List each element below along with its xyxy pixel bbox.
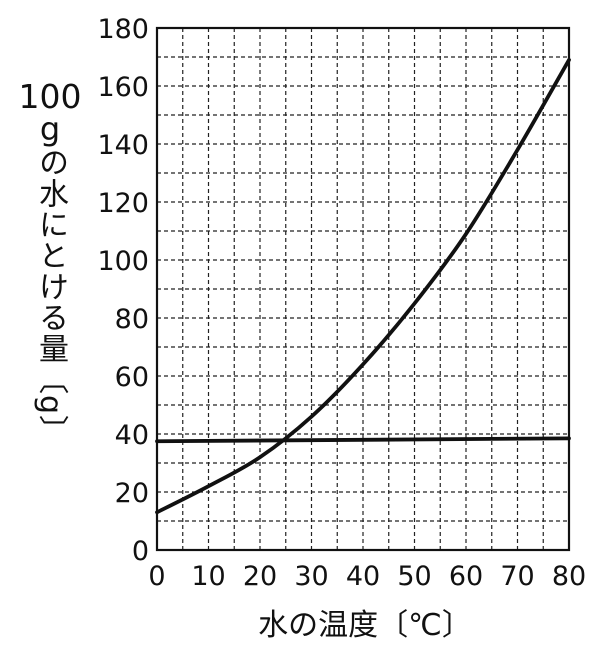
y-tick-label: 0 — [132, 536, 149, 567]
plot-frame — [155, 26, 571, 552]
series-line-2 — [155, 436, 571, 444]
x-tick-label: 50 — [397, 561, 431, 592]
y-tick-label: 80 — [115, 304, 149, 335]
x-tick-label: 40 — [346, 561, 380, 592]
y-tick-label: 180 — [97, 14, 149, 45]
x-tick-label: 0 — [148, 561, 165, 592]
x-tick-label: 30 — [294, 561, 328, 592]
x-tick-label: 60 — [449, 561, 483, 592]
y-tick-label: 140 — [97, 130, 149, 161]
y-axis-label: 100 g の水にとける量〔g〕 — [10, 80, 90, 446]
x-tick-label: 20 — [243, 561, 277, 592]
x-axis-label: 水の温度〔℃〕 — [258, 608, 472, 643]
x-tick-label: 70 — [500, 561, 534, 592]
y-tick-label: 120 — [97, 188, 149, 219]
y-axis-label-number: 100 — [18, 77, 82, 116]
y-tick-label: 160 — [97, 72, 149, 103]
x-tick-label: 80 — [552, 561, 586, 592]
y-tick-label: 40 — [115, 420, 149, 451]
series-line-1 — [155, 58, 571, 515]
y-tick-label: 60 — [115, 362, 149, 393]
y-axis-label-unit: g — [39, 110, 61, 148]
x-tick-label: 10 — [191, 561, 225, 592]
y-tick-label: 100 — [97, 246, 149, 277]
y-tick-label: 20 — [115, 478, 149, 509]
y-axis-label-text: の水にとける量〔g〕 — [33, 147, 68, 447]
